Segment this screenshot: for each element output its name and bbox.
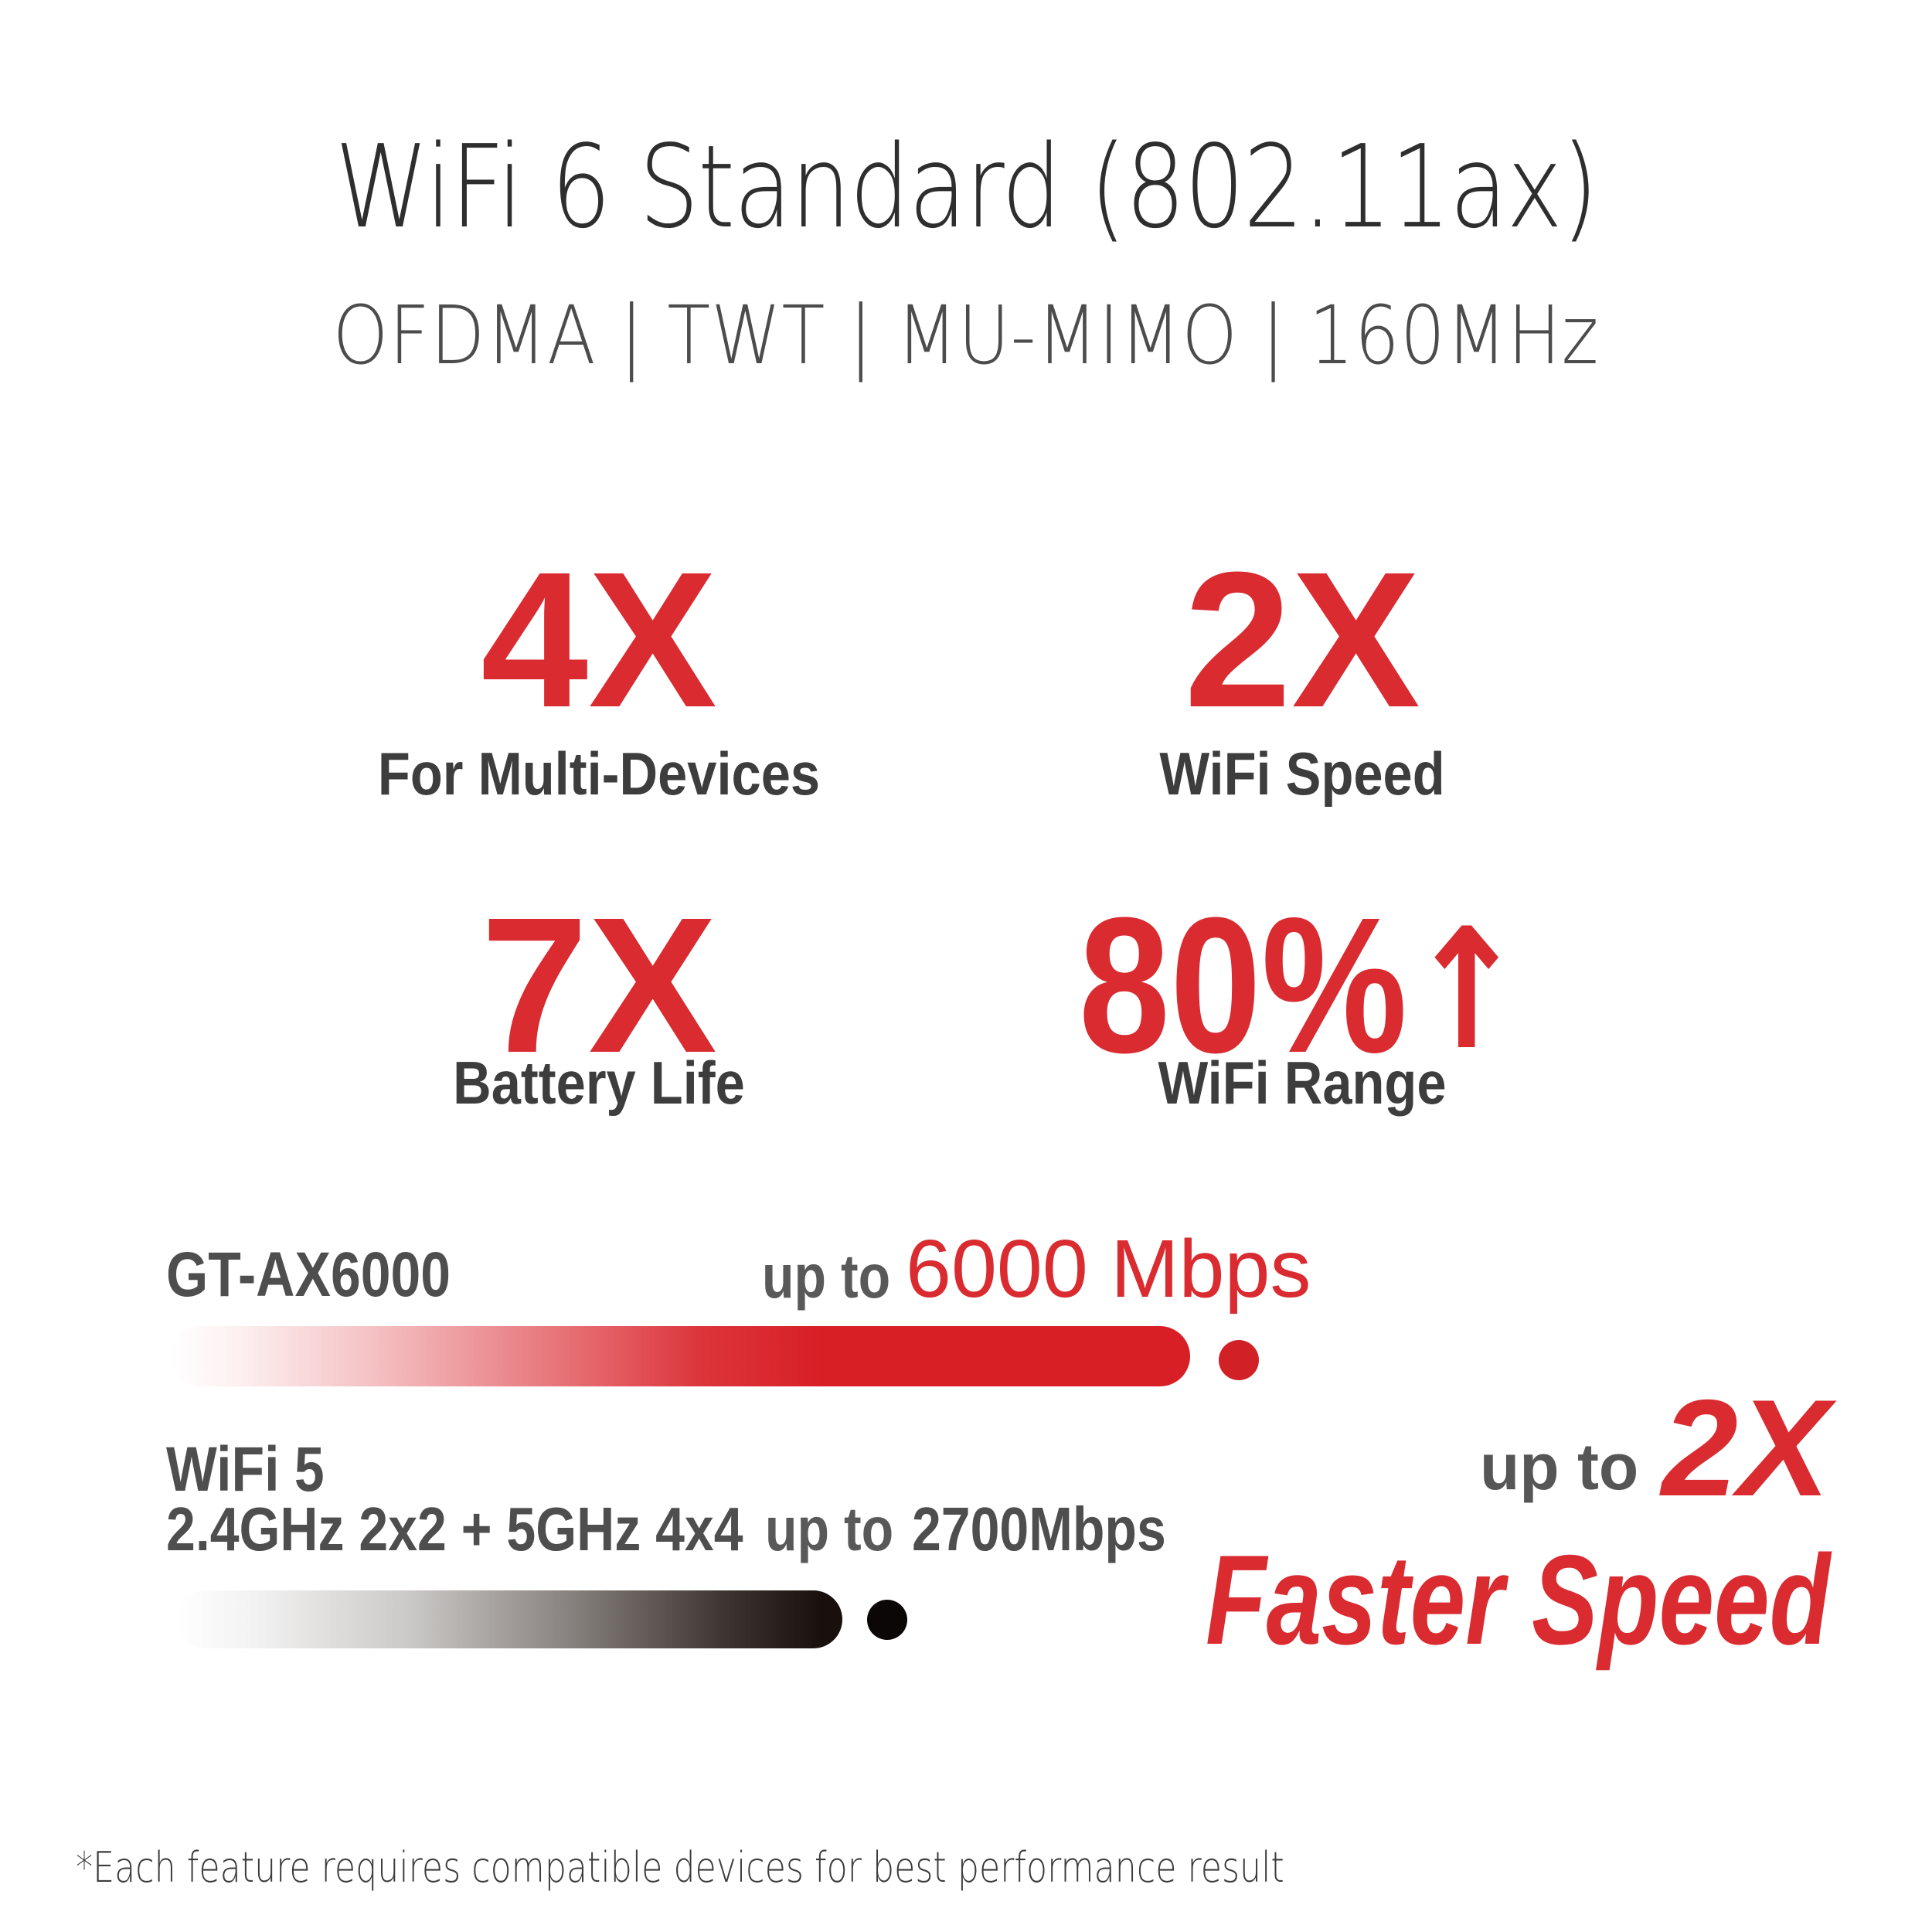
- gt-ax6000-bar-endpoint-dot: [1219, 1340, 1259, 1380]
- series-wifi5-name: WiFi 5: [166, 1434, 325, 1505]
- footnote: *Each feature requires compatible device…: [76, 1843, 1284, 1892]
- gt-ax6000-speed-bar: [170, 1326, 1190, 1386]
- series-gt-ax6000-name: GT-AX6000: [166, 1240, 451, 1310]
- stat-wifi-speed-value: 2X: [1184, 532, 1420, 747]
- stat-battery-life-label: Battery Life: [453, 1049, 745, 1117]
- page-title: WiFi 6 Standard (802.11ax): [335, 121, 1598, 253]
- stat-wifi-range-label: WiFi Range: [1158, 1049, 1447, 1117]
- stat-wifi-range-number: 80%: [1078, 877, 1408, 1093]
- stat-multi-devices-label: For Multi-Devices: [377, 740, 821, 808]
- up-arrow-icon: ↑: [1407, 893, 1526, 1087]
- series-gt-ax6000-upto: up to: [762, 1242, 891, 1311]
- series-wifi5-upto: up to 2700Mbps: [765, 1498, 1166, 1560]
- series-wifi5-speed: 2700Mbps: [911, 1495, 1166, 1563]
- stat-wifi-range-value: 80%↑: [892, 889, 1713, 1082]
- stat-wifi-speed-label: WiFi Speed: [1159, 740, 1445, 808]
- stat-battery-life-value: 7X: [481, 877, 717, 1093]
- stat-multi-devices-value: 4X: [481, 532, 717, 747]
- wifi5-speed-bar: [176, 1590, 842, 1648]
- series-wifi5-upto-prefix: up to: [765, 1495, 894, 1563]
- series-wifi5-spec: 2.4GHz 2x2 + 5GHz 4x4: [166, 1495, 743, 1563]
- wifi5-bar-endpoint-dot: [867, 1600, 907, 1640]
- callout-up-to: up to: [1480, 1430, 1639, 1503]
- callout-faster-speed: Faster Speed: [1206, 1529, 1831, 1671]
- callout-multiplier: 2X: [1662, 1371, 1830, 1525]
- series-gt-ax6000-speed: 6000 Mbps: [906, 1223, 1311, 1315]
- subtitle-feature-list: OFDMA | TWT | MU-MIMO | 160MHz: [332, 288, 1600, 383]
